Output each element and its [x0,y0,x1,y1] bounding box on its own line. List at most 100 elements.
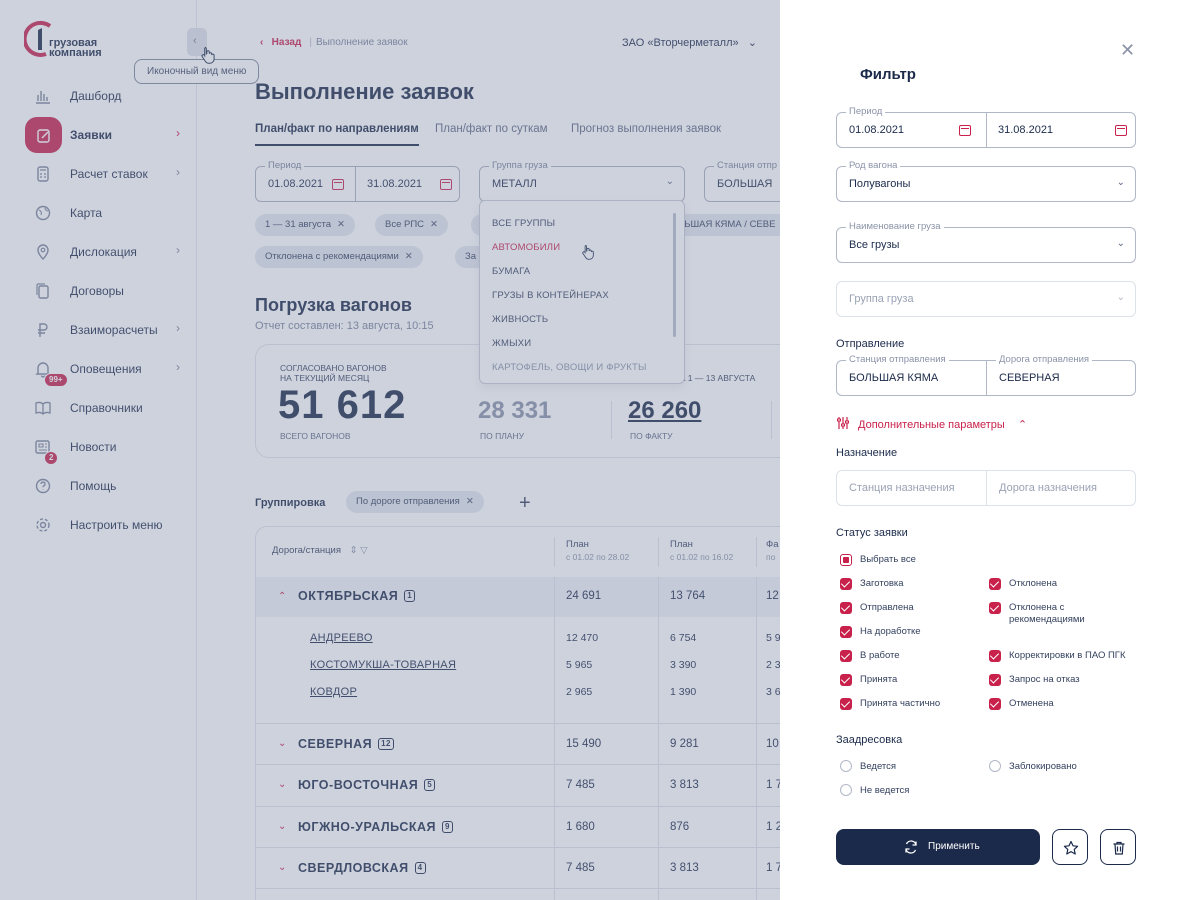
sidebar-item-rates[interactable]: Расчет ставок › [0,154,197,193]
dropdown-option[interactable]: ЖМЫХИ [492,338,532,349]
chevron-down-icon[interactable]: ⌄ [278,779,287,790]
table-row[interactable]: ⌄ СЕВЕРНАЯ 12 15 490 9 281 10 [278,737,779,751]
cargo-name-label: Наименование груза [846,221,944,232]
table-subrow[interactable]: КОВДОР 2 965 1 390 3 6 [310,686,781,698]
departure-road-field[interactable]: Дорога отправления СЕВЕРНАЯ [987,354,1135,395]
apply-button[interactable]: Применить [836,829,1040,865]
modal-backdrop[interactable] [0,0,780,900]
column-header-road[interactable]: Дорога/станция ⇕ ▽ [272,545,368,556]
calendar-icon[interactable] [440,179,452,190]
chevron-down-icon[interactable]: ⌄ [278,862,287,873]
chevron-up-icon[interactable]: ⌃ [278,591,287,602]
status-checkbox[interactable]: Отклонена с рекомендациями [989,602,1139,626]
readdress-radio[interactable]: Не ведется [840,784,909,796]
back-link[interactable]: ‹ Назад [260,37,302,48]
filter-chip[interactable]: Отклонена с рекомендациями ✕ [255,246,423,268]
close-icon[interactable]: ✕ [465,496,474,507]
close-icon[interactable]: ✕ [1120,40,1136,60]
tab-plan-fact-directions[interactable]: План/факт по направлениям [255,123,419,146]
sidebar-item-help[interactable]: Помощь [0,466,197,505]
sidebar-item-map[interactable]: Карта [0,193,197,232]
chevron-down-icon: ⌄ [747,37,758,49]
readdress-radio[interactable]: Ведется [840,760,896,772]
company-select[interactable]: ЗАО «Вторчерметалл» ⌄ [622,37,758,49]
filter-chip[interactable]: ЛЬШАЯ КЯМА / СЕВЕ [672,214,812,236]
dropdown-option[interactable]: ВСЕ ГРУППЫ [492,218,556,229]
status-checkbox[interactable]: Запрос на отказ [989,674,1080,686]
sidebar-item-label: Договоры [70,284,124,298]
dropdown-option[interactable]: КАРТОФЕЛЬ, ОВОЩИ И ФРУКТЫ [492,362,647,373]
sidebar-item-notifications[interactable]: 99+ Оповещения › [0,349,197,388]
table-row[interactable]: ⌄ ЮГЖНО-УРАЛЬСКАЯ 9 1 680 876 1 2 [278,820,782,834]
dropdown-option[interactable]: БУМАГА [492,266,531,277]
dashboard-icon [36,91,50,104]
filter-chip[interactable]: Все РПС ✕ [375,214,449,236]
sidebar-item-settlements[interactable]: Взаиморасчеты › [0,310,197,349]
table-row[interactable]: ⌄ СВЕРДЛОВСКАЯ 4 7 485 3 813 1 7 [278,861,782,875]
sidebar-item-dashboard[interactable]: Дашборд [0,76,197,115]
readdress-radio[interactable]: Заблокировано [989,760,1077,772]
status-checkbox[interactable]: Отменена [989,698,1054,710]
sort-icon[interactable]: ⇕ [349,545,358,556]
dropdown-option[interactable]: АВТОМОБИЛИ [492,242,561,253]
table-subrow[interactable]: КОСТОМУКША-ТОВАРНАЯ 5 965 3 390 2 3 [310,659,781,671]
collapse-menu-button[interactable]: ‹ [187,28,207,56]
status-checkbox[interactable]: В работе [840,650,900,662]
cargo-group-select[interactable]: Группа груза МЕТАЛЛ ⌄ [479,160,685,202]
status-checkbox[interactable]: Отклонена [989,578,1057,590]
company-logo[interactable]: грузовая компания [24,20,104,64]
dropdown-scrollbar[interactable] [673,213,676,337]
tab-plan-fact-days[interactable]: План/факт по суткам [435,123,548,135]
sidebar-item-dislocation[interactable]: Дислокация › [0,232,197,271]
close-icon[interactable]: ✕ [337,219,345,230]
select-all-checkbox[interactable]: Выбрать все [840,554,916,566]
sidebar-item-references[interactable]: Справочники [0,388,197,427]
period-label: Период [265,160,305,171]
departure-station-field[interactable]: Станция отправления БОЛЬШАЯ КЯМА [837,354,986,395]
calendar-icon[interactable] [332,179,344,190]
cargo-group-select[interactable]: Группа груза ⌄ [836,281,1136,317]
location-pin-icon [37,244,49,260]
table-row-expanded[interactable]: ⌃ ОКТЯБРЬСКАЯ 1 24 691 13 764 12 [256,577,794,617]
chevron-down-icon[interactable]: ⌄ [278,738,287,749]
status-checkbox[interactable]: На доработке [840,626,921,638]
plan-label: ПО ПЛАНУ [480,431,524,441]
sidebar-item-customize-menu[interactable]: Настроить меню [0,505,197,544]
sidebar: грузовая компания Дашборд Заявки › Расче… [0,0,197,900]
dropdown-option[interactable]: ЖИВНОСТЬ [492,314,549,325]
dropdown-option[interactable]: ГРУЗЫ В КОНТЕЙНЕРАХ [492,290,609,301]
filter-icon[interactable]: ▽ [360,545,368,556]
destination-station-field[interactable]: Станция назначения [837,471,986,505]
grouping-chip[interactable]: По дороге отправления ✕ [346,491,484,513]
save-favorite-button[interactable] [1052,829,1088,865]
advanced-params-toggle[interactable]: Дополнительные параметры ⌃ [836,416,1027,431]
calendar-icon[interactable] [959,125,971,136]
status-checkbox[interactable]: Принята [840,674,897,686]
clear-filters-button[interactable] [1100,829,1136,865]
status-checkbox[interactable]: Принята частично [840,698,940,710]
sidebar-item-contracts[interactable]: Договоры [0,271,197,310]
status-checkbox[interactable]: Заготовка [840,578,904,590]
period-field[interactable]: Период 01.08.2021 31.08.2021 [836,106,1136,148]
close-icon[interactable]: ✕ [404,251,413,262]
calendar-icon[interactable] [1115,125,1127,136]
sidebar-item-requests[interactable]: Заявки › [0,115,197,154]
chevron-down-icon[interactable]: ⌄ [278,821,287,832]
status-checkbox[interactable]: Отправлена [840,602,914,614]
destination-road-field[interactable]: Дорога назначения [987,471,1135,505]
sidebar-item-label: Расчет ставок [70,167,148,181]
table-row[interactable]: ⌄ ЮГО-ВОСТОЧНАЯ 5 7 485 3 813 1 7 [278,778,782,792]
period-field[interactable]: Период 01.08.2021 31.08.2021 [255,160,460,202]
filter-panel-title: Фильтр [860,66,916,83]
table-subrow[interactable]: АНДРЕЕВО 12 470 6 754 5 9 [310,632,781,644]
fact-value[interactable]: 26 260 [628,397,702,424]
date-from-value: 01.08.2021 [268,178,324,190]
status-checkbox[interactable]: Корректировки в ПАО ПГК [989,650,1125,662]
filter-chip[interactable]: 1 — 31 августа ✕ [255,214,355,236]
add-grouping-button[interactable]: + [519,492,531,514]
cargo-name-select[interactable]: Наименование груза Все грузы ⌄ [836,221,1136,263]
tab-forecast[interactable]: Прогноз выполнения заявок [571,123,722,135]
close-icon[interactable]: ✕ [430,219,439,230]
sidebar-item-news[interactable]: 2 Новости [0,427,197,466]
wagon-type-select[interactable]: Род вагона Полувагоны ⌄ [836,160,1136,202]
